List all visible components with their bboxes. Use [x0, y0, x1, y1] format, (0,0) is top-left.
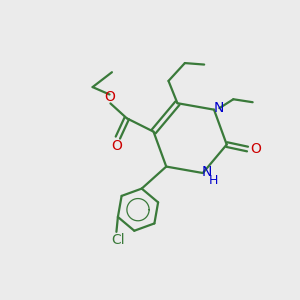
Text: N: N	[201, 164, 212, 178]
Text: H: H	[208, 174, 218, 187]
Text: Cl: Cl	[111, 233, 125, 247]
Text: O: O	[104, 90, 115, 104]
Text: O: O	[111, 139, 122, 153]
Text: O: O	[250, 142, 261, 156]
Text: N: N	[213, 101, 224, 115]
